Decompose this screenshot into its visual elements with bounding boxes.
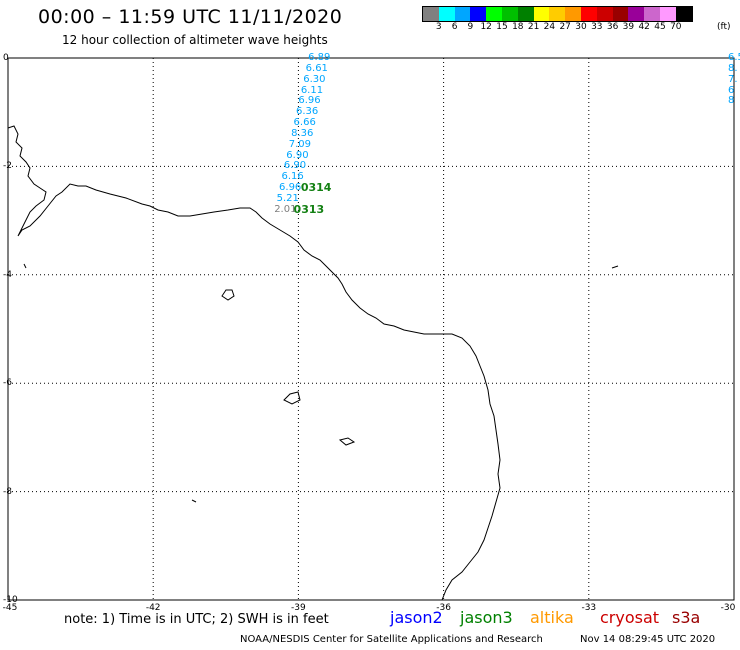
colorbar-swatch <box>423 7 439 21</box>
colorbar-swatch <box>438 7 455 21</box>
satellite-legend-cryosat: cryosat <box>600 608 660 627</box>
wave-height-value: 6.90 <box>283 160 307 172</box>
generation-timestamp: Nov 14 08:29:45 UTC 2020 <box>580 634 716 645</box>
pass-time-label: 0313 <box>293 202 325 216</box>
colorbar-swatch <box>517 7 534 21</box>
satellite-legend-jason2: jason2 <box>390 608 443 627</box>
island-3 <box>338 437 356 446</box>
coastline-north <box>7 125 501 601</box>
colorbar-swatch <box>454 7 471 21</box>
longitude-label: -39 <box>291 603 306 613</box>
longitude-label: -30 <box>720 603 736 613</box>
colorbar-label: 21 <box>527 22 540 32</box>
colorbar-swatch <box>628 7 645 21</box>
wave-height-value: 6.30 <box>303 73 326 85</box>
colorbar-label: 42 <box>638 22 650 32</box>
colorbar-swatch <box>612 7 629 21</box>
wave-height-value: 6.96 <box>298 95 321 107</box>
colorbar-label: 45 <box>654 22 666 32</box>
colorbar-label: 39 <box>622 22 635 32</box>
colorbar-swatch <box>470 7 487 21</box>
wave-height-value: 8 <box>728 95 735 107</box>
latitude-label: -4 <box>3 269 12 280</box>
colorbar-swatch <box>580 7 597 21</box>
wave-height-value: 6.90 <box>286 149 309 161</box>
colorbar-label: 18 <box>512 22 524 32</box>
map-subtitle: 12 hour collection of altimeter wave hei… <box>62 33 328 47</box>
wave-height-value: 8. <box>728 62 738 74</box>
colorbar-swatch <box>533 7 550 21</box>
latitude-label: -2 <box>3 161 12 172</box>
colorbar-label: 3 <box>435 22 442 32</box>
colorbar-swatch <box>644 7 660 21</box>
colorbar-swatch <box>675 7 692 21</box>
map-frame <box>7 57 735 601</box>
colorbar-label: 24 <box>543 22 556 32</box>
colorbar-label: 9 <box>467 22 474 32</box>
colorbar-label: 15 <box>496 22 508 32</box>
wave-height-value: 6.96 <box>279 182 302 194</box>
longitude-label: -33 <box>581 603 597 613</box>
longitude-label: -45 <box>2 603 18 613</box>
wave-height-value: 6.36 <box>295 106 319 118</box>
colorbar-swatch <box>486 7 502 21</box>
latitude-label: 0 <box>3 53 9 63</box>
colorbar-swatch <box>659 7 676 21</box>
wave-height-value: 7.09 <box>288 138 311 150</box>
colorbar-label: 27 <box>559 22 571 32</box>
satellite-legend-s3a: s3a <box>672 608 701 627</box>
colorbar-unit: (ft) <box>717 22 731 32</box>
wave-height-value: 6.66 <box>293 117 316 129</box>
wave-height-value: 6 <box>728 84 735 96</box>
credit-line: NOAA/NESDIS Center for Satellite Applica… <box>240 634 543 645</box>
wave-height-value: 6.11 <box>300 84 324 96</box>
colorbar-label: 30 <box>575 22 587 32</box>
island-6 <box>23 263 27 269</box>
wave-height-value: 7. <box>728 73 738 85</box>
latitude-label: -10 <box>3 595 18 605</box>
wave-height-value: 6.89 <box>308 52 331 63</box>
wave-height-colorbar <box>422 6 693 22</box>
wave-height-value: 6.16 <box>281 171 304 183</box>
colorbar-label: 6 <box>451 22 458 32</box>
colorbar-swatch <box>596 7 613 21</box>
colorbar-label: 33 <box>591 22 603 32</box>
wave-height-value: 6.61 <box>305 62 328 74</box>
colorbar-label: 12 <box>480 22 492 32</box>
colorbar-swatch <box>565 7 581 21</box>
colorbar-swatch <box>549 7 566 21</box>
satellite-legend-jason3: jason3 <box>460 608 513 627</box>
map-gridlines <box>7 57 735 601</box>
map-title: 00:00 – 11:59 UTC 11/11/2020 <box>38 6 343 28</box>
wave-height-value: 5.21 <box>276 192 299 204</box>
island-4 <box>611 265 619 269</box>
pass-time-label: 0314 <box>300 181 332 195</box>
satellite-legend-altika: altika <box>530 608 574 627</box>
longitude-label: -36 <box>436 603 451 613</box>
longitude-label: -42 <box>145 603 161 613</box>
wave-height-value: 2.01 <box>274 203 297 215</box>
island-1 <box>221 289 235 301</box>
footer-note: note: 1) Time is in UTC; 2) SWH is in fe… <box>64 612 329 627</box>
wave-height-value: 8.36 <box>291 127 314 139</box>
colorbar-label: 70 <box>670 22 682 32</box>
wave-height-value: 6.5 <box>728 52 740 63</box>
island-5 <box>191 499 197 503</box>
island-2 <box>283 391 301 405</box>
latitude-label: -8 <box>3 486 12 497</box>
latitude-label: -6 <box>3 378 12 389</box>
colorbar-label: 36 <box>606 22 619 32</box>
colorbar-swatch <box>501 7 518 21</box>
